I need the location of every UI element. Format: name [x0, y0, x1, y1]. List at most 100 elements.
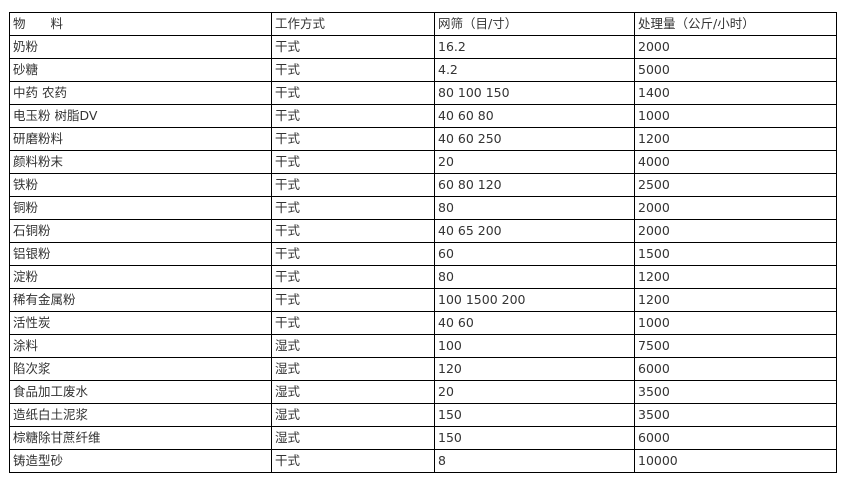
cell-mesh: 40 65 200: [434, 219, 635, 243]
cell-mesh: 150: [434, 403, 635, 427]
table-row: 活性炭 干式 40 60 1000: [9, 311, 837, 335]
cell-capacity: 3500: [634, 403, 837, 427]
cell-mesh: 20: [434, 380, 635, 404]
cell-mesh: 80: [434, 196, 635, 220]
cell-mesh: 150: [434, 426, 635, 450]
cell-mesh: 80: [434, 265, 635, 289]
table-header-row: 物 料 工作方式 网筛（目/寸） 处理量（公斤/小时）: [9, 12, 837, 36]
cell-mesh: 40 60 250: [434, 127, 635, 151]
header-mesh: 网筛（目/寸）: [434, 12, 635, 36]
table-row: 砂糖 干式 4.2 5000: [9, 58, 837, 82]
table-row: 棕糖除甘蔗纤维 湿式 150 6000: [9, 426, 837, 450]
cell-capacity: 5000: [634, 58, 837, 82]
cell-material: 铜粉: [9, 196, 272, 220]
cell-capacity: 2000: [634, 196, 837, 220]
cell-material: 奶粉: [9, 35, 272, 59]
table-row: 稀有金属粉 干式 100 1500 200 1200: [9, 288, 837, 312]
cell-material: 涂料: [9, 334, 272, 358]
cell-material: 棕糖除甘蔗纤维: [9, 426, 272, 450]
cell-mesh: 60: [434, 242, 635, 266]
table-row: 铸造型砂 干式 8 10000: [9, 449, 837, 473]
cell-work-mode: 干式: [271, 265, 435, 289]
table-row: 造纸白土泥浆 湿式 150 3500: [9, 403, 837, 427]
cell-mesh: 60 80 120: [434, 173, 635, 197]
cell-work-mode: 干式: [271, 104, 435, 128]
cell-material: 砂糖: [9, 58, 272, 82]
material-table: 物 料 工作方式 网筛（目/寸） 处理量（公斤/小时） 奶粉 干式 16.2 2000…: [9, 12, 837, 473]
cell-mesh: 100 1500 200: [434, 288, 635, 312]
cell-capacity: 2000: [634, 219, 837, 243]
table-row: 研磨粉料 干式 40 60 250 1200: [9, 127, 837, 151]
cell-work-mode: 干式: [271, 81, 435, 105]
cell-work-mode: 干式: [271, 311, 435, 335]
cell-capacity: 7500: [634, 334, 837, 358]
cell-material: 颜料粉末: [9, 150, 272, 174]
table-row: 铜粉 干式 80 2000: [9, 196, 837, 220]
table-row: 中药 农药 干式 80 100 150 1400: [9, 81, 837, 105]
cell-material: 石铜粉: [9, 219, 272, 243]
table-row: 石铜粉 干式 40 65 200 2000: [9, 219, 837, 243]
cell-work-mode: 干式: [271, 150, 435, 174]
cell-work-mode: 湿式: [271, 334, 435, 358]
cell-capacity: 2500: [634, 173, 837, 197]
cell-material: 淀粉: [9, 265, 272, 289]
cell-material: 稀有金属粉: [9, 288, 272, 312]
cell-work-mode: 干式: [271, 242, 435, 266]
cell-work-mode: 湿式: [271, 380, 435, 404]
cell-material: 陷次浆: [9, 357, 272, 381]
cell-capacity: 1500: [634, 242, 837, 266]
cell-material: 铸造型砂: [9, 449, 272, 473]
table-row: 涂料 湿式 100 7500: [9, 334, 837, 358]
cell-mesh: 40 60: [434, 311, 635, 335]
table-row: 淀粉 干式 80 1200: [9, 265, 837, 289]
cell-material: 铝银粉: [9, 242, 272, 266]
cell-material: 电玉粉 树脂DV: [9, 104, 272, 128]
cell-material: 造纸白土泥浆: [9, 403, 272, 427]
cell-capacity: 6000: [634, 357, 837, 381]
cell-work-mode: 湿式: [271, 403, 435, 427]
cell-capacity: 1000: [634, 104, 837, 128]
cell-work-mode: 湿式: [271, 426, 435, 450]
cell-material: 活性炭: [9, 311, 272, 335]
cell-work-mode: 干式: [271, 196, 435, 220]
cell-work-mode: 干式: [271, 173, 435, 197]
cell-mesh: 8: [434, 449, 635, 473]
cell-work-mode: 湿式: [271, 357, 435, 381]
cell-capacity: 1000: [634, 311, 837, 335]
cell-mesh: 16.2: [434, 35, 635, 59]
cell-work-mode: 干式: [271, 219, 435, 243]
cell-mesh: 80 100 150: [434, 81, 635, 105]
table-row: 铝银粉 干式 60 1500: [9, 242, 837, 266]
cell-material: 中药 农药: [9, 81, 272, 105]
cell-capacity: 6000: [634, 426, 837, 450]
cell-material: 食品加工废水: [9, 380, 272, 404]
table-row: 铁粉 干式 60 80 120 2500: [9, 173, 837, 197]
cell-mesh: 40 60 80: [434, 104, 635, 128]
cell-material: 铁粉: [9, 173, 272, 197]
cell-work-mode: 干式: [271, 58, 435, 82]
cell-work-mode: 干式: [271, 449, 435, 473]
cell-mesh: 20: [434, 150, 635, 174]
cell-material: 研磨粉料: [9, 127, 272, 151]
cell-capacity: 2000: [634, 35, 837, 59]
table-row: 食品加工废水 湿式 20 3500: [9, 380, 837, 404]
cell-work-mode: 干式: [271, 288, 435, 312]
cell-capacity: 1200: [634, 265, 837, 289]
table-row: 电玉粉 树脂DV 干式 40 60 80 1000: [9, 104, 837, 128]
cell-work-mode: 干式: [271, 35, 435, 59]
cell-capacity: 3500: [634, 380, 837, 404]
cell-work-mode: 干式: [271, 127, 435, 151]
table-row: 陷次浆 湿式 120 6000: [9, 357, 837, 381]
cell-capacity: 1200: [634, 127, 837, 151]
cell-mesh: 120: [434, 357, 635, 381]
cell-mesh: 4.2: [434, 58, 635, 82]
cell-mesh: 100: [434, 334, 635, 358]
cell-capacity: 1200: [634, 288, 837, 312]
table-row: 奶粉 干式 16.2 2000: [9, 35, 837, 59]
table-row: 颜料粉末 干式 20 4000: [9, 150, 837, 174]
header-work-mode: 工作方式: [271, 12, 435, 36]
header-material: 物 料: [9, 12, 272, 36]
header-capacity: 处理量（公斤/小时）: [634, 12, 837, 36]
cell-capacity: 1400: [634, 81, 837, 105]
cell-capacity: 4000: [634, 150, 837, 174]
